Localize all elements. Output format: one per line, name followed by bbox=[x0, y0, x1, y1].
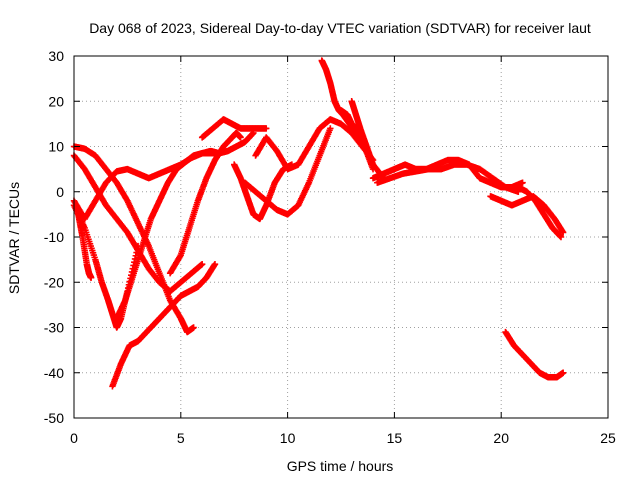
x-tick-label: 0 bbox=[70, 430, 78, 446]
series-track-19 bbox=[515, 184, 565, 241]
x-tick-label: 20 bbox=[493, 430, 509, 446]
data-point bbox=[198, 260, 206, 268]
series-track-11 bbox=[241, 125, 334, 218]
data-point bbox=[211, 260, 219, 268]
data-point bbox=[559, 369, 567, 376]
y-tick-label: -50 bbox=[44, 410, 64, 426]
y-axis-label: SDTVAR / TECUs bbox=[6, 182, 22, 294]
x-tick-label: 15 bbox=[387, 430, 403, 446]
data-point bbox=[327, 125, 334, 132]
data-point bbox=[190, 324, 197, 331]
y-tick-label: 0 bbox=[56, 184, 64, 200]
series-track-9 bbox=[198, 116, 270, 141]
series-layer bbox=[70, 57, 567, 390]
data-point bbox=[87, 274, 95, 281]
series-track-20 bbox=[502, 328, 567, 381]
series-track-6 bbox=[109, 260, 219, 390]
data-point bbox=[519, 179, 526, 186]
x-axis-label: GPS time / hours bbox=[287, 458, 394, 474]
data-point bbox=[559, 229, 567, 236]
data-point bbox=[237, 134, 244, 141]
y-tick-label: 10 bbox=[48, 139, 64, 155]
series-track-2 bbox=[75, 211, 95, 281]
series-track-17 bbox=[374, 161, 522, 195]
y-tick-label: -40 bbox=[44, 365, 64, 381]
series-track-8 bbox=[166, 129, 244, 277]
axis-ticks: 0 5 10 15 20 25 -50 -40 -30 -20 -10 0 10 20 30 bbox=[44, 48, 616, 446]
x-tick-label: 5 bbox=[177, 430, 185, 446]
data-point bbox=[263, 125, 270, 132]
data-point bbox=[557, 233, 565, 241]
series-track-4 bbox=[70, 152, 206, 295]
x-tick-label: 10 bbox=[280, 430, 296, 446]
y-tick-label: -20 bbox=[44, 274, 64, 290]
y-tick-label: 30 bbox=[48, 48, 64, 64]
y-tick-label: -10 bbox=[44, 229, 64, 245]
y-tick-label: 20 bbox=[48, 93, 64, 109]
x-tick-label: 25 bbox=[600, 430, 616, 446]
chart-title: Day 068 of 2023, Sidereal Day-to-day VTE… bbox=[89, 20, 591, 36]
y-tick-label: -30 bbox=[44, 320, 64, 336]
